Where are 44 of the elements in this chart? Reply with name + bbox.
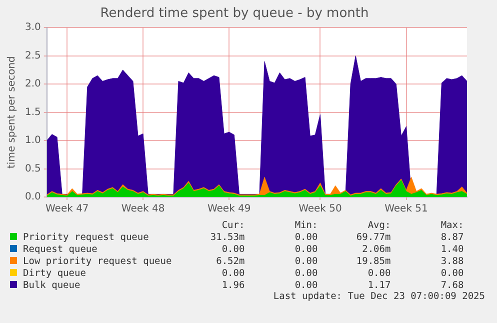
legend-label: Bulk queue [22, 279, 82, 291]
text: 0.00 [294, 279, 318, 291]
text: 0.00 [294, 243, 318, 255]
text: 1.40 [440, 243, 464, 255]
y-tick-label: 2.5 [24, 50, 41, 62]
legend-label: Dirty queue [22, 267, 87, 279]
text: 1.96 [220, 279, 245, 291]
text: 31.53m [209, 231, 245, 243]
y-tick-label: 2.0 [24, 78, 41, 90]
y-tick-label: 3.0 [24, 22, 41, 34]
text: 3.88 [440, 255, 464, 267]
text: 0.00 [294, 255, 318, 267]
legend-label: Priority request queue [22, 231, 150, 243]
text: 0.00 [220, 267, 245, 279]
text: Max: [440, 219, 464, 231]
y-tick-label: 1.5 [24, 106, 41, 118]
legend-label: Low priority request queue [22, 255, 172, 267]
text: 0.00 [440, 267, 464, 279]
y-tick-label: 0.5 [24, 163, 41, 174]
text: 1.17 [366, 279, 391, 291]
text: 0.00 [220, 243, 245, 255]
x-tick-label: Week 47 [45, 204, 89, 215]
text: 19.85m [355, 255, 391, 267]
text: 0.00 [366, 267, 391, 279]
chart-title: Renderd time spent by queue - by month [100, 6, 369, 22]
text: 0.00 [294, 231, 318, 243]
text: 0.00 [294, 267, 318, 279]
text: 2.06m [361, 243, 391, 255]
text: 69.77m [355, 231, 391, 243]
text: 8.87 [440, 231, 464, 243]
x-tick-label: Week 49 [207, 204, 251, 215]
y-tick-label: 0.0 [24, 192, 41, 203]
text: Cur: [220, 219, 245, 231]
y-tick-label: 1.0 [24, 135, 41, 146]
y-axis-title: time spent per second [6, 56, 18, 168]
text: 7.68 [440, 279, 464, 291]
x-tick-label: Week 51 [384, 204, 428, 215]
text: 6.52m [215, 255, 245, 267]
x-tick-label: Week 50 [298, 204, 342, 215]
x-tick-label: Week 48 [121, 204, 165, 215]
text: Last update: Tue Dec 23 07:00:09 2025 [273, 291, 485, 302]
text: Avg: [366, 219, 391, 231]
text: Min: [294, 219, 318, 231]
legend-label: Request queue [22, 243, 98, 255]
